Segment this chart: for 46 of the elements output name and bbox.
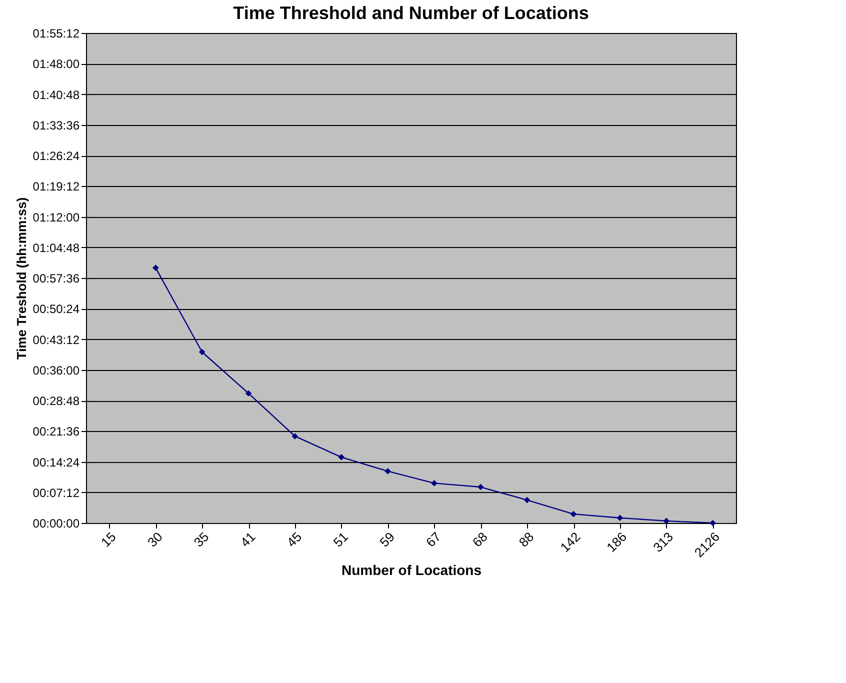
- x-tick-label: 30: [144, 529, 166, 550]
- y-tick-label: 01:48:00: [32, 57, 80, 72]
- point: [198, 348, 206, 356]
- y-tick-label: 01:55:12: [32, 26, 80, 40]
- x-axis-title: Number of Locations: [341, 562, 482, 578]
- y-tick-label: 01:26:24: [32, 149, 80, 163]
- y-tick-label: 00:36:00: [32, 363, 80, 378]
- y-tick-label: 01:19:12: [32, 180, 80, 194]
- x-tick-label: 88: [516, 529, 537, 550]
- point: [524, 496, 530, 504]
- x-tick-label: 59: [376, 529, 398, 550]
- y-tick-label: 01:33:36: [32, 118, 80, 132]
- y-tick-label: 00:50:24: [32, 302, 80, 316]
- point: [616, 514, 624, 522]
- point: [431, 480, 438, 486]
- point: [245, 390, 252, 397]
- y-tick-label: 00:57:36: [32, 272, 80, 286]
- x-tick-label: 41: [237, 529, 258, 550]
- x-tick-label: 67: [423, 529, 444, 550]
- y-tick-label: 01:04:48: [32, 240, 80, 255]
- y-tick-label: 00:07:12: [32, 486, 80, 500]
- point: [710, 520, 716, 526]
- chart-title: Time Threshold and Number of Locations: [233, 3, 589, 23]
- x-tick-label: 68: [470, 529, 490, 550]
- point: [292, 433, 298, 440]
- y-tick-label: 00:21:36: [32, 424, 80, 439]
- x-tick-label: 35: [190, 529, 212, 550]
- y-tick-label: 01:12:00: [32, 210, 80, 224]
- x-tick-label: 186: [604, 529, 630, 556]
- point: [338, 454, 345, 460]
- x-tick-label: 142: [557, 529, 584, 556]
- x-tick-label: 15: [98, 529, 119, 550]
- x-tick-label: 51: [330, 529, 352, 550]
- point: [663, 518, 670, 524]
- y-axis-title: Time Treshold (hh:mm:ss): [14, 197, 29, 360]
- point: [477, 484, 484, 490]
- x-tick-label: 45: [284, 529, 305, 550]
- y-tick-label: 00:14:24: [32, 455, 80, 470]
- point: [152, 264, 159, 271]
- y-tick-label: 00:28:48: [32, 394, 80, 408]
- y-tick-label: 00:00:00: [32, 516, 80, 530]
- x-tick-label: 313: [650, 529, 676, 556]
- point: [384, 468, 391, 474]
- point: [570, 510, 577, 518]
- y-tick-label: 00:43:12: [32, 332, 80, 347]
- y-tick-label: 01:40:48: [32, 88, 80, 102]
